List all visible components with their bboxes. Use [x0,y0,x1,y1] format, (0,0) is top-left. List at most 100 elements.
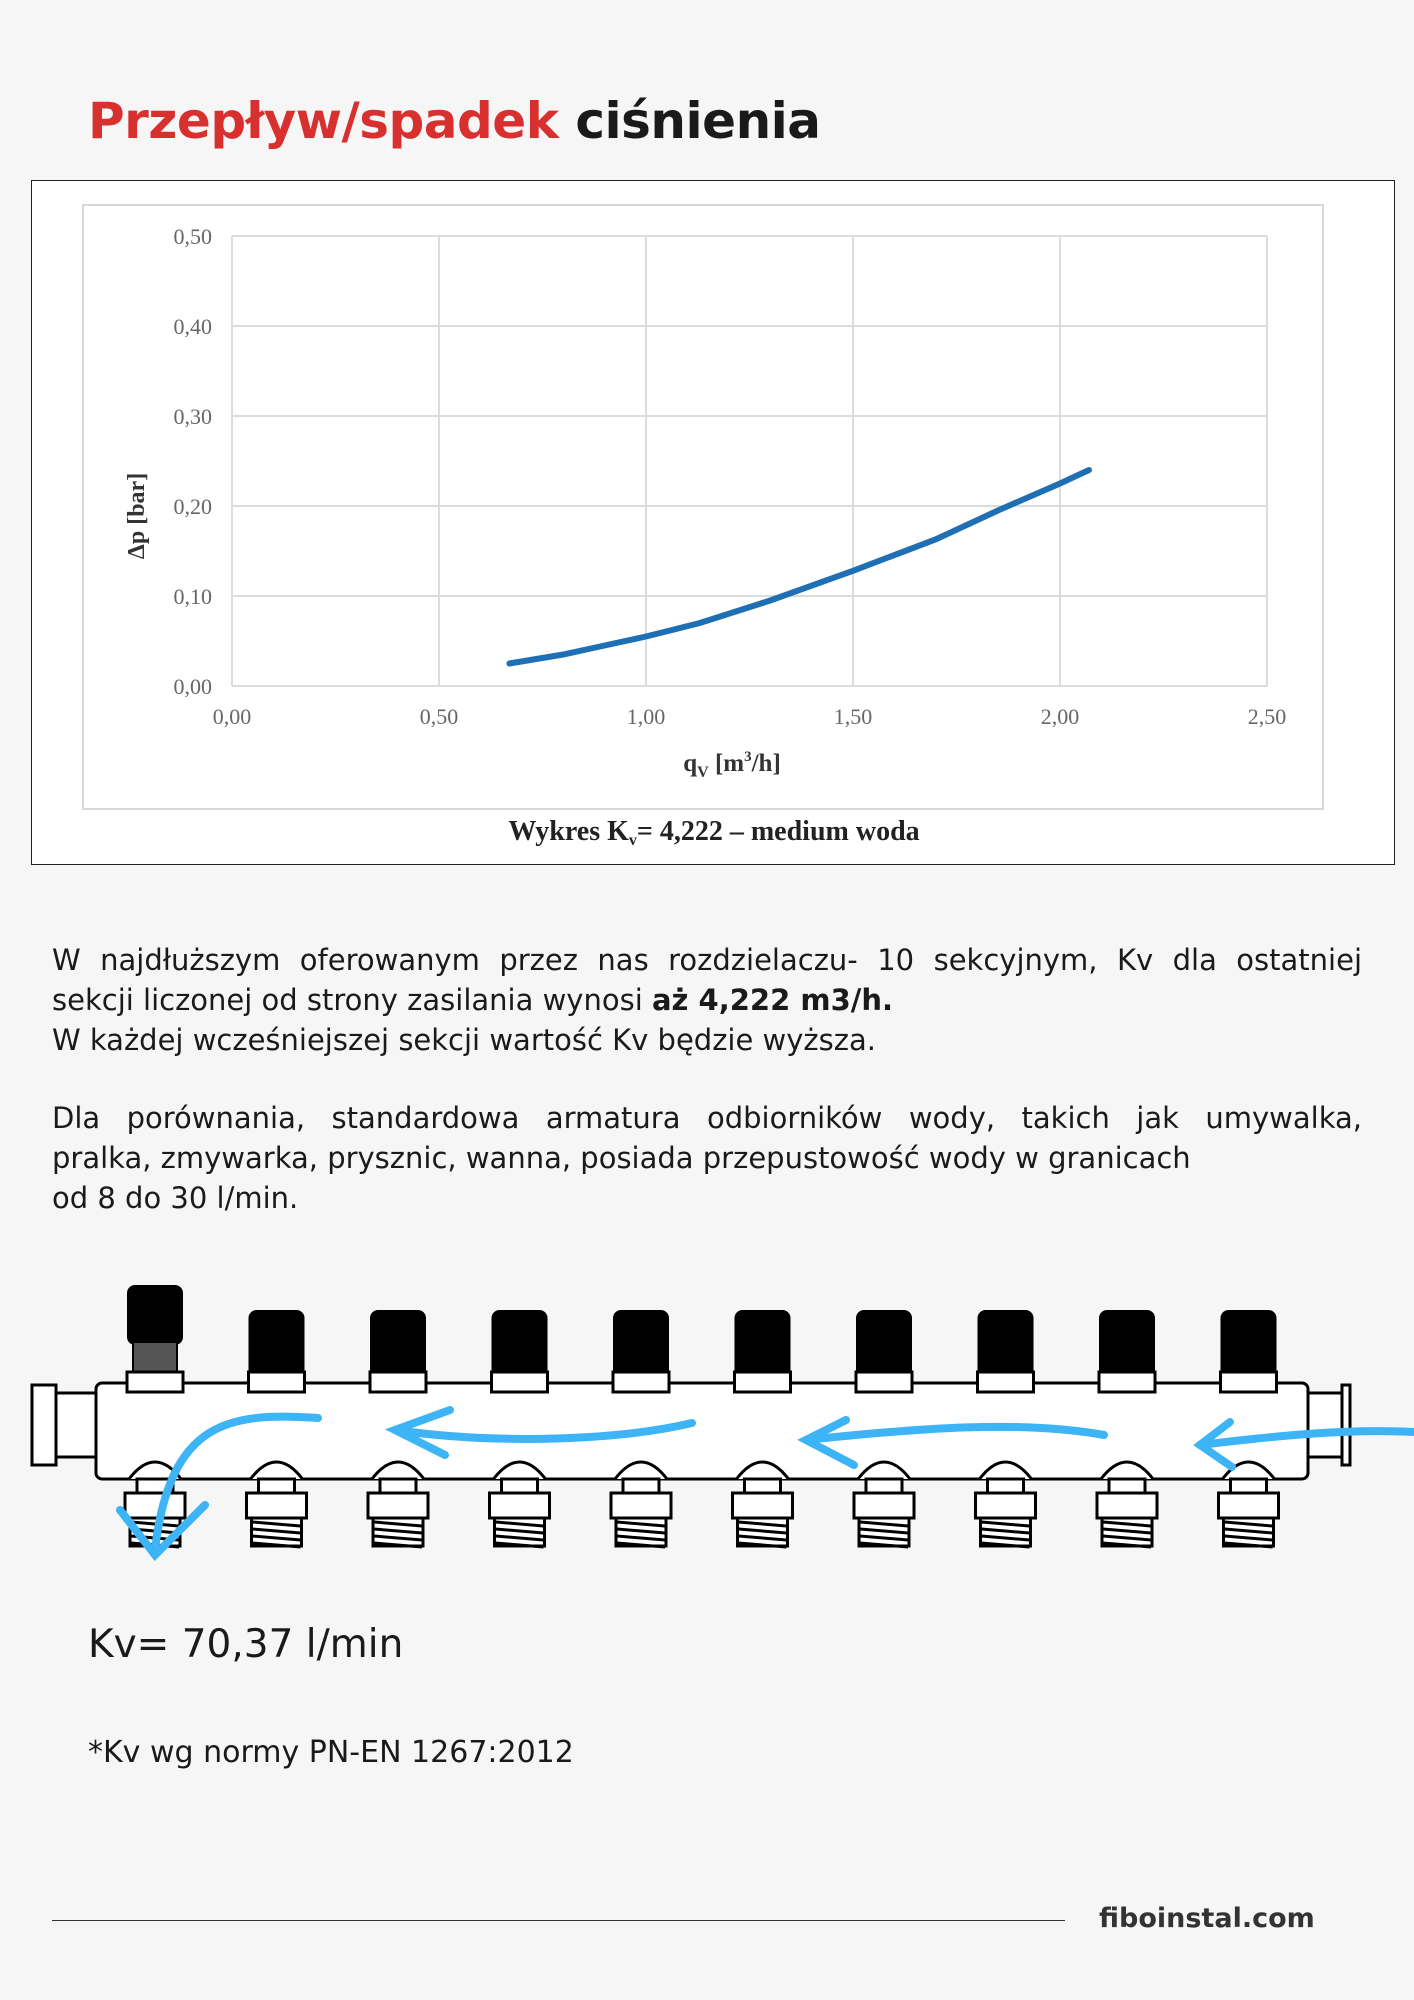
bottom-boss [856,1460,912,1480]
valve-cap [248,1310,305,1378]
left-nut [30,1383,58,1467]
flow-arrow [1196,1427,1414,1449]
thread-line [1102,1520,1152,1528]
thread-line [252,1520,301,1528]
thread-line [859,1534,909,1542]
valve-cap [613,1310,669,1378]
manifold-section [852,1310,916,1549]
thread-line [859,1527,909,1535]
flow-arrow-head [116,1501,209,1562]
flow-arrow [151,1412,322,1554]
thread-line [495,1520,544,1528]
valve-cap [1220,1310,1277,1378]
thread-stem [132,1341,178,1373]
bottom-hex-nut [366,1491,430,1520]
y-tick-label: 0,20 [174,494,213,519]
thread-line [981,1541,1030,1549]
thread-line [252,1534,301,1542]
bottom-boss [1099,1460,1155,1480]
footer-website-link[interactable]: fiboinstal.com [1099,1903,1315,1934]
manifold-section [366,1310,430,1549]
bottom-boss [978,1460,1033,1480]
right-fitting [1306,1391,1344,1459]
bottom-hex-nut [731,1491,794,1520]
footnote: *Kv wg normy PN-EN 1267:2012 [88,1735,574,1770]
paragraph-line: W każdej wcześniejszej sekcji wartość Kv… [52,1023,876,1057]
thread-line [738,1541,787,1549]
title-red-part: Przepływ/spadek [88,92,559,150]
bottom-neck [986,1477,1025,1495]
thread-line [495,1527,544,1535]
pressure-drop-chart: 0,00 0,10 0,20 0,30 0,40 0,50 0,00 0,50 1,00 1,5… [82,204,1324,849]
thread-line [373,1541,423,1549]
paragraph-comparison: Dla porównania, standardowa armatura odb… [52,1098,1362,1218]
data-series-line [506,467,1092,667]
x-tick-label: 1,00 [627,704,666,729]
top-hex-nut [611,1370,671,1394]
bottom-hex-nut [1095,1491,1159,1520]
bottom-hex-nut [488,1491,551,1520]
bottom-neck [257,1477,296,1495]
flow-arrow [391,1419,696,1443]
thread-line [373,1534,423,1542]
thread-line [1224,1527,1273,1535]
y-tick-label: 0,10 [174,584,213,609]
flow-arrows [116,1406,1414,1562]
kv-highlight: aż 4,222 m3/h. [651,983,894,1017]
y-axis-label: Δp [bar] [124,473,150,559]
thread-line [1224,1520,1273,1528]
top-hex-nut [733,1370,792,1394]
page-title: Przepływ/spadek ciśnienia [88,92,821,150]
flow-arrow [802,1422,1108,1444]
valve-cap [734,1310,791,1378]
x-axis-label: qV [m3/h] [683,749,781,781]
chart-caption: Wykres Kv= 4,222 – medium woda [508,816,919,849]
bottom-boss [370,1460,426,1480]
bottom-neck [864,1477,904,1495]
valve-cap [856,1310,912,1378]
flow-arrow-head [797,1416,858,1469]
y-tick-label: 0,40 [174,314,213,339]
thread-line [738,1520,787,1528]
manifold-section [245,1310,308,1549]
bottom-neck [1107,1477,1147,1495]
manifold-section [488,1310,551,1549]
footer-divider [52,1920,1065,1921]
top-hex-nut [247,1370,306,1394]
thread-line [738,1527,787,1535]
bottom-neck [621,1477,661,1495]
flow-arrow-head [1193,1418,1236,1471]
thread-line [616,1534,666,1542]
thread-line [373,1527,423,1535]
paragraph-line: pralka, zmywarka, prysznic, wanna, posia… [52,1141,1191,1175]
top-hex-nut [368,1370,428,1394]
x-tick-label: 0,50 [420,704,459,729]
valve-cap [127,1285,183,1345]
x-tick-label: 1,50 [834,704,873,729]
thread-line [616,1520,666,1528]
bottom-neck [1229,1477,1268,1495]
thread-line [1102,1527,1152,1535]
thread-line [495,1541,544,1549]
x-tick-label: 0,00 [213,704,252,729]
thread-line [1224,1534,1273,1542]
thread-line [859,1541,909,1549]
bottom-neck [500,1477,539,1495]
top-hex-nut [1097,1370,1157,1394]
y-tick-label: 0,50 [174,224,213,249]
thread-line [981,1534,1030,1542]
thread-line [616,1541,666,1549]
bottom-hex-nut [123,1491,187,1520]
thread-line [859,1520,909,1528]
bottom-neck [743,1477,782,1495]
bottom-boss [249,1460,304,1480]
thread-line [373,1520,423,1528]
x-tick-label: 2,50 [1248,704,1287,729]
valve-cap [491,1310,548,1378]
bottom-hex-nut [974,1491,1037,1520]
chart-container: 0,00 0,10 0,20 0,30 0,40 0,50 0,00 0,50 1,00 1,5… [31,180,1395,865]
manifold-section [609,1310,673,1549]
top-hex-nut [976,1370,1035,1394]
manifold-section [974,1310,1037,1549]
paragraph-kv-info: W najdłuższym oferowanym przez nas rozdz… [52,940,1362,1060]
